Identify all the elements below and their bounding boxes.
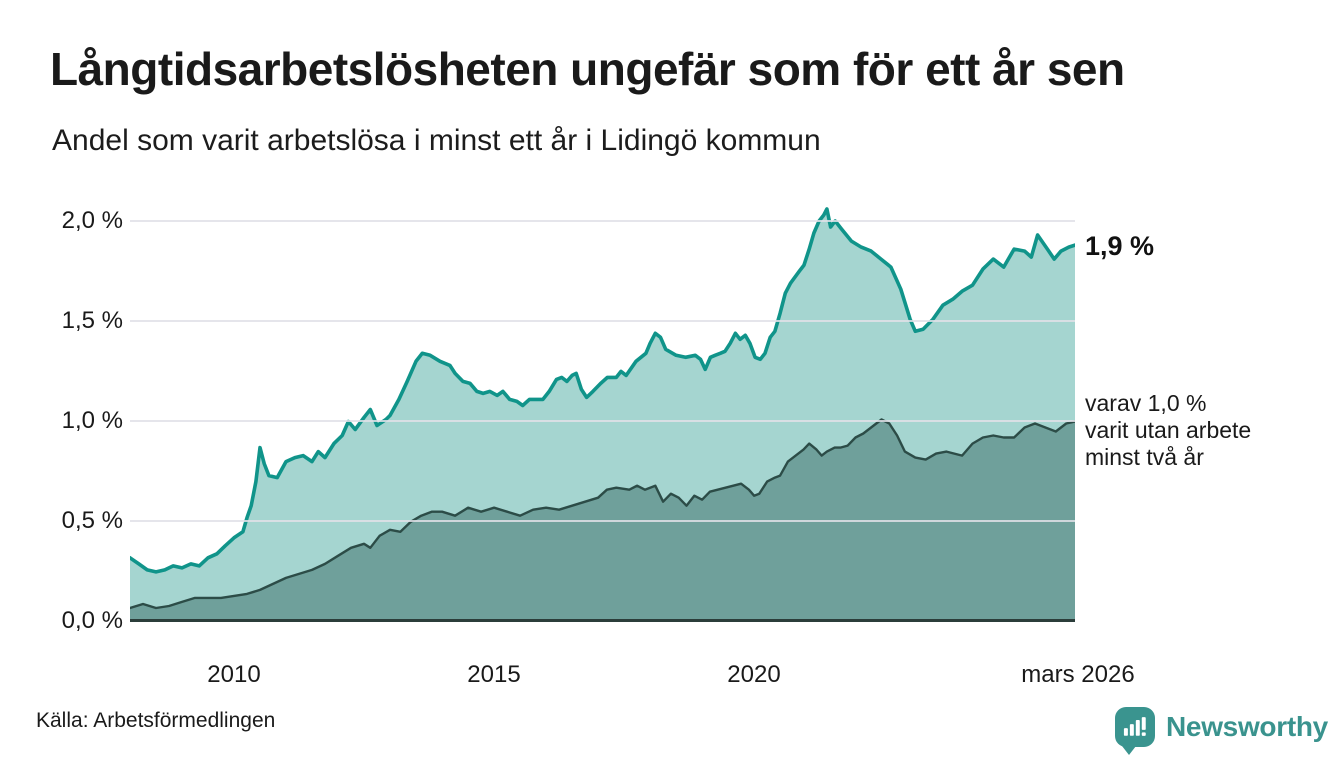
newsworthy-wordmark: Newsworthy <box>1166 711 1328 742</box>
annotation-line-3: minst två år <box>1085 444 1204 470</box>
x-axis-line <box>130 619 1075 622</box>
page-title: Långtidsarbetslösheten ungefär som för e… <box>50 43 1125 95</box>
series-two-year-line <box>130 418 1075 610</box>
gridline-1-0 <box>130 420 1075 422</box>
newsworthy-bubble-chart-icon <box>1115 707 1155 755</box>
gridline-1-5 <box>130 320 1075 322</box>
area-chart <box>130 207 1075 622</box>
bubble-tail <box>1122 746 1136 755</box>
y-tick-0-0: 0,0 % <box>61 607 123 634</box>
y-tick-0-5: 0,5 % <box>61 507 123 534</box>
x-tick-2020: 2020 <box>727 661 781 688</box>
x-tick-2015: 2015 <box>467 661 521 688</box>
y-tick-1-5: 1,5 % <box>61 307 123 334</box>
series-one-year-end-value: 1,9 % <box>1085 231 1155 261</box>
y-tick-1-0: 1,0 % <box>61 407 123 434</box>
annotation-line-2: varit utan arbete <box>1085 417 1252 443</box>
source-note: Källa: Arbetsförmedlingen <box>36 709 276 732</box>
x-tick-mars-2026: mars 2026 <box>1021 661 1135 688</box>
gridline-2-0 <box>130 220 1075 222</box>
y-tick-2-0: 2,0 % <box>61 207 123 234</box>
gridline-0-5 <box>130 520 1075 522</box>
page-subtitle: Andel som varit arbetslösa i minst ett å… <box>52 124 821 157</box>
series-two-year-annotation: varav 1,0 % varit utan arbete minst två … <box>1085 390 1251 471</box>
newsworthy-logo: Newsworthy <box>1115 707 1328 755</box>
x-tick-2010: 2010 <box>207 661 261 688</box>
annotation-line-1: varav 1,0 % <box>1085 390 1207 416</box>
series-one-year-line <box>130 207 1075 574</box>
